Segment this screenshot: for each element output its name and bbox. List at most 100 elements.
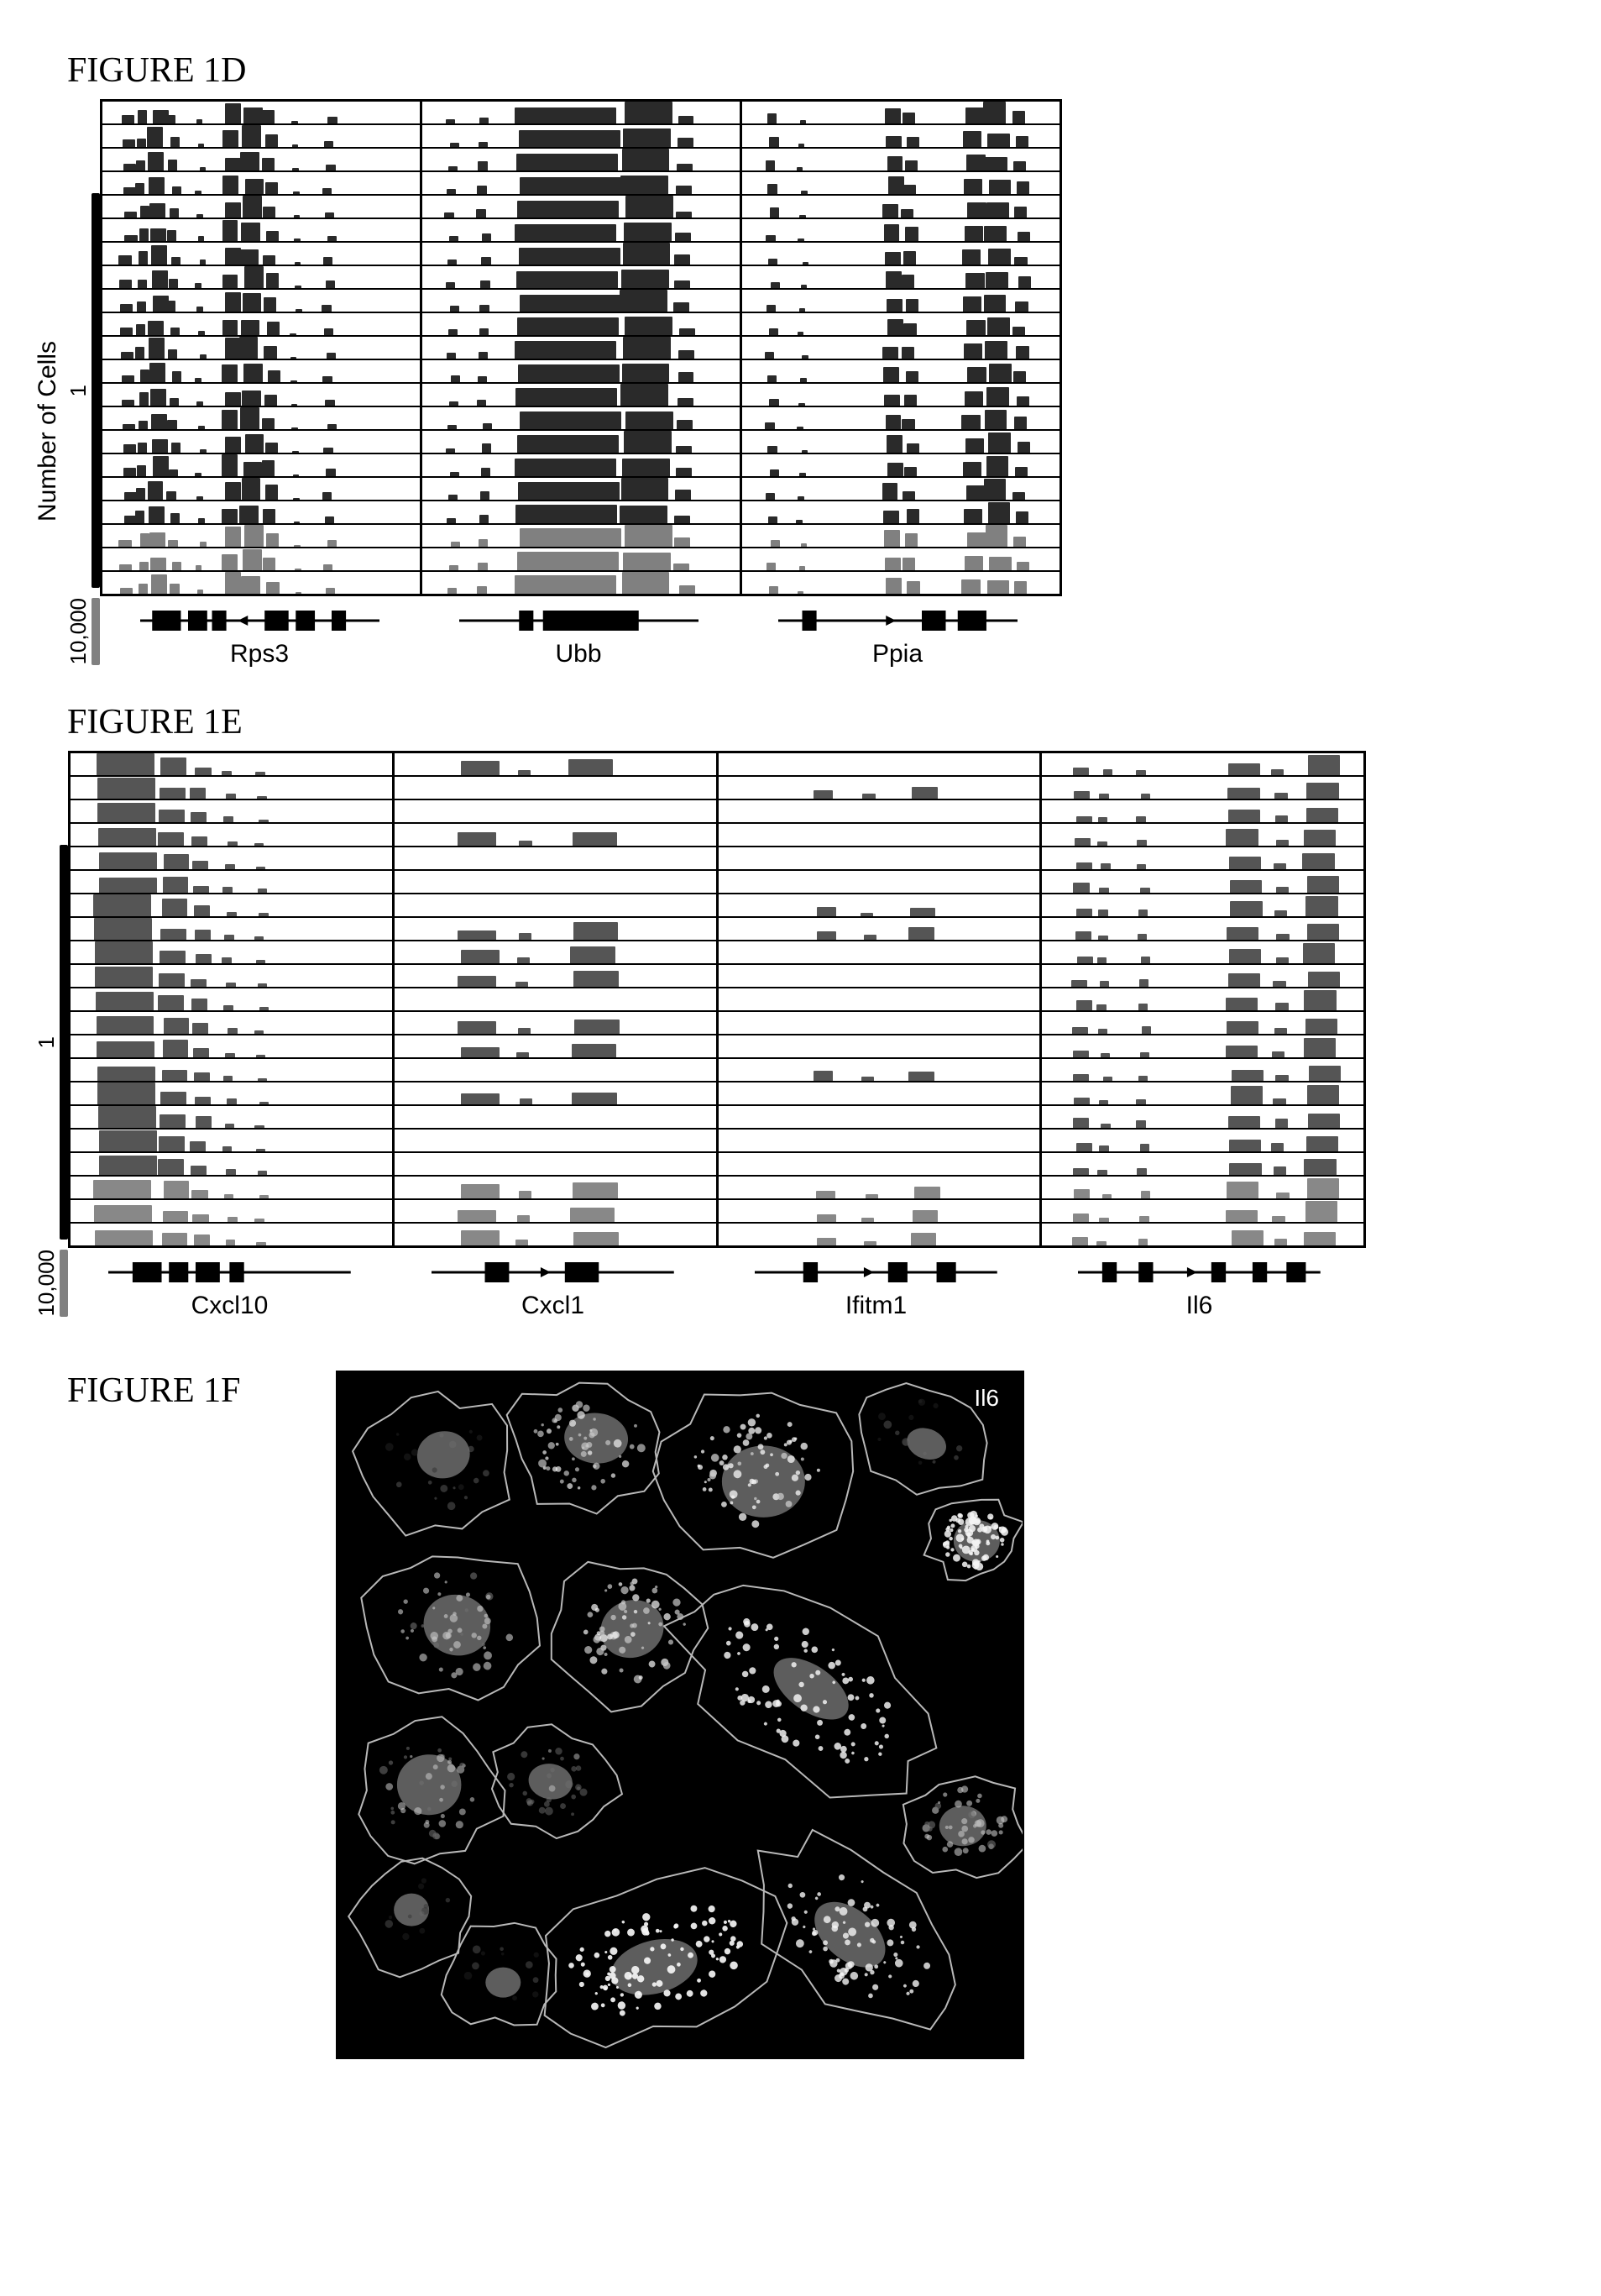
- coverage-peak: [679, 328, 695, 335]
- track-cell: [422, 196, 742, 218]
- coverage-peak: [294, 545, 301, 547]
- coverage-peak: [1226, 998, 1258, 1010]
- coverage-peak: [861, 1218, 874, 1222]
- coverage-peak: [519, 248, 620, 265]
- coverage-peak: [139, 421, 148, 429]
- coverage-peak: [673, 302, 689, 312]
- coverage-peak: [1076, 1000, 1092, 1010]
- coverage-peak: [1073, 1168, 1089, 1175]
- coverage-peak: [327, 236, 337, 241]
- coverage-peak: [190, 1141, 206, 1151]
- track-row: [102, 219, 1059, 243]
- track-row: [71, 800, 1363, 824]
- track-cell: [742, 125, 1059, 147]
- track-row: [102, 407, 1059, 431]
- coverage-peak: [256, 1055, 265, 1057]
- coverage-peak: [1231, 1086, 1263, 1104]
- coverage-peak: [904, 395, 917, 406]
- coverage-peak: [139, 562, 149, 570]
- coverage-peak: [1274, 1166, 1286, 1175]
- coverage-peak: [520, 411, 621, 429]
- coverage-peak: [166, 301, 175, 312]
- coverage-peak: [515, 107, 616, 124]
- coverage-peak: [118, 540, 131, 547]
- coverage-peak: [886, 415, 902, 429]
- track-cell: [719, 941, 1043, 963]
- coverage-peak: [243, 462, 263, 476]
- coverage-peak: [866, 1194, 878, 1198]
- coverage-peak: [222, 176, 238, 194]
- figure-1d-gene-models: Rps3UbbPpia: [100, 606, 1057, 668]
- coverage-peak: [986, 525, 1007, 547]
- coverage-peak: [1016, 346, 1028, 359]
- coverage-peak: [1232, 1070, 1264, 1081]
- coverage-peak: [198, 236, 205, 241]
- coverage-peak: [483, 423, 492, 429]
- coverage-peak: [902, 347, 914, 359]
- coverage-peak: [228, 841, 237, 846]
- coverage-peak: [266, 582, 279, 594]
- track-cell: [742, 290, 1059, 312]
- coverage-peak: [1012, 327, 1025, 335]
- track-cell: [742, 196, 1059, 218]
- track-row: [71, 1012, 1363, 1035]
- track-cell: [102, 290, 422, 312]
- coverage-peak: [139, 228, 149, 241]
- track-cell: [395, 1035, 719, 1057]
- coverage-peak: [479, 515, 489, 523]
- gene-model-column: Cxcl1: [391, 1258, 714, 1320]
- track-cell: [71, 965, 395, 987]
- coverage-peak: [477, 400, 486, 406]
- track-cell: [102, 149, 422, 170]
- coverage-peak: [167, 230, 176, 241]
- coverage-peak: [296, 592, 302, 594]
- coverage-peak: [256, 867, 265, 869]
- coverage-peak: [961, 415, 981, 429]
- coverage-peak: [1305, 896, 1337, 916]
- coverage-peak: [150, 389, 166, 406]
- coverage-peak: [965, 438, 985, 453]
- coverage-peak: [903, 323, 916, 335]
- coverage-peak: [169, 279, 178, 288]
- coverage-peak: [240, 152, 259, 170]
- coverage-peak: [1075, 931, 1091, 940]
- coverage-peak: [97, 1082, 155, 1104]
- coverage-peak: [887, 156, 903, 170]
- track-cell: [1042, 1059, 1363, 1081]
- coverage-peak: [153, 456, 169, 476]
- coverage-peak: [243, 293, 262, 312]
- coverage-peak: [326, 280, 335, 288]
- coverage-peak: [967, 202, 986, 218]
- track-cell: [71, 1130, 395, 1151]
- coverage-peak: [1308, 755, 1340, 775]
- coverage-peak: [449, 401, 458, 406]
- track-row: [71, 988, 1363, 1012]
- coverage-peak: [99, 852, 157, 869]
- coverage-peak: [519, 841, 531, 846]
- coverage-peak: [196, 496, 203, 500]
- coverage-peak: [322, 492, 332, 500]
- coverage-peak: [767, 113, 777, 123]
- coverage-peak: [322, 376, 332, 382]
- coverage-peak: [986, 387, 1008, 406]
- coverage-peak: [121, 352, 133, 359]
- coverage-peak: [574, 1020, 620, 1034]
- coverage-peak: [907, 443, 919, 453]
- coverage-peak: [192, 861, 208, 869]
- coverage-peak: [240, 407, 259, 429]
- coverage-peak: [96, 992, 154, 1010]
- coverage-peak: [573, 922, 619, 940]
- coverage-peak: [447, 588, 457, 594]
- coverage-peak: [225, 292, 241, 312]
- coverage-peak: [461, 1184, 500, 1198]
- track-cell: [1042, 894, 1363, 916]
- coverage-peak: [1228, 810, 1260, 823]
- coverage-peak: [798, 332, 804, 335]
- figure-1d-track-plot: [100, 99, 1062, 596]
- coverage-peak: [263, 207, 275, 218]
- track-cell: [395, 918, 719, 940]
- coverage-peak: [887, 299, 903, 312]
- coverage-peak: [985, 410, 1007, 429]
- coverage-peak: [1229, 1140, 1261, 1151]
- gene-model-icon: [459, 606, 698, 635]
